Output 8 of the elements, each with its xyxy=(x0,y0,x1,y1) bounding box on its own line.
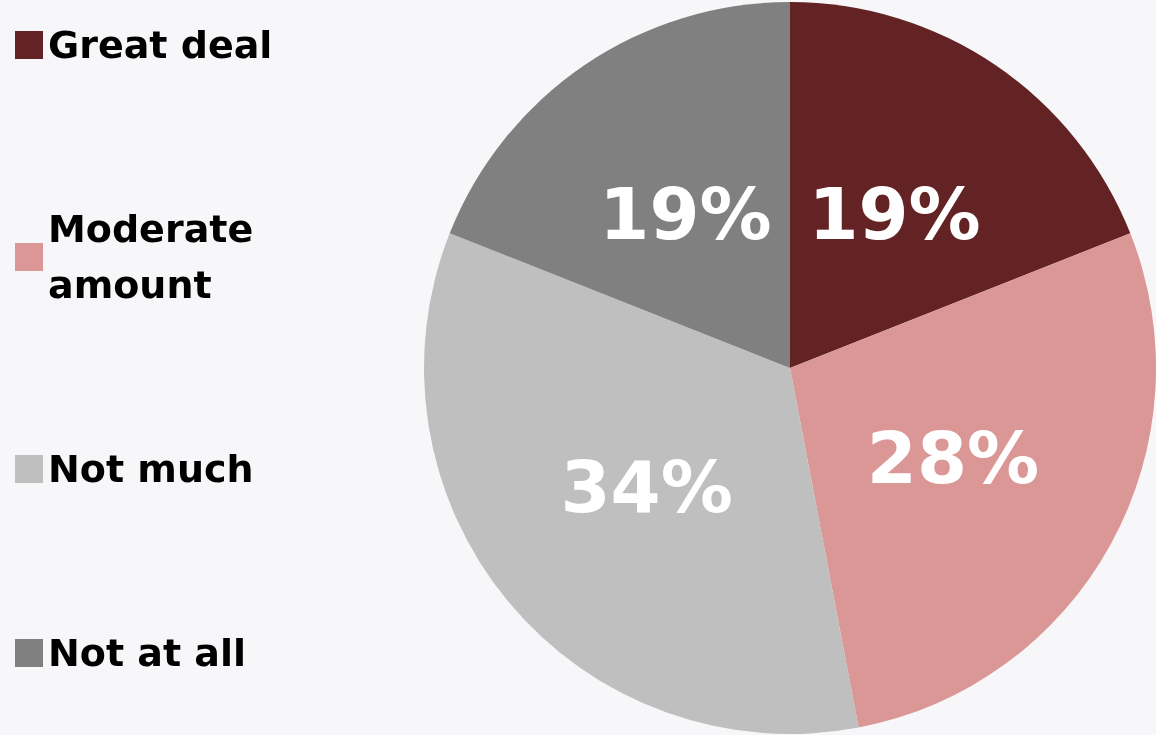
data-label: 34% xyxy=(560,444,733,529)
legend-label: Moderate amount xyxy=(48,207,267,307)
legend-label: Not at all xyxy=(48,631,247,675)
data-label: 28% xyxy=(866,415,1040,500)
data-label: 19% xyxy=(599,172,772,257)
legend-label: Great deal xyxy=(48,23,273,67)
legend-label: Not much xyxy=(48,447,254,491)
data-label: 19% xyxy=(808,172,981,257)
